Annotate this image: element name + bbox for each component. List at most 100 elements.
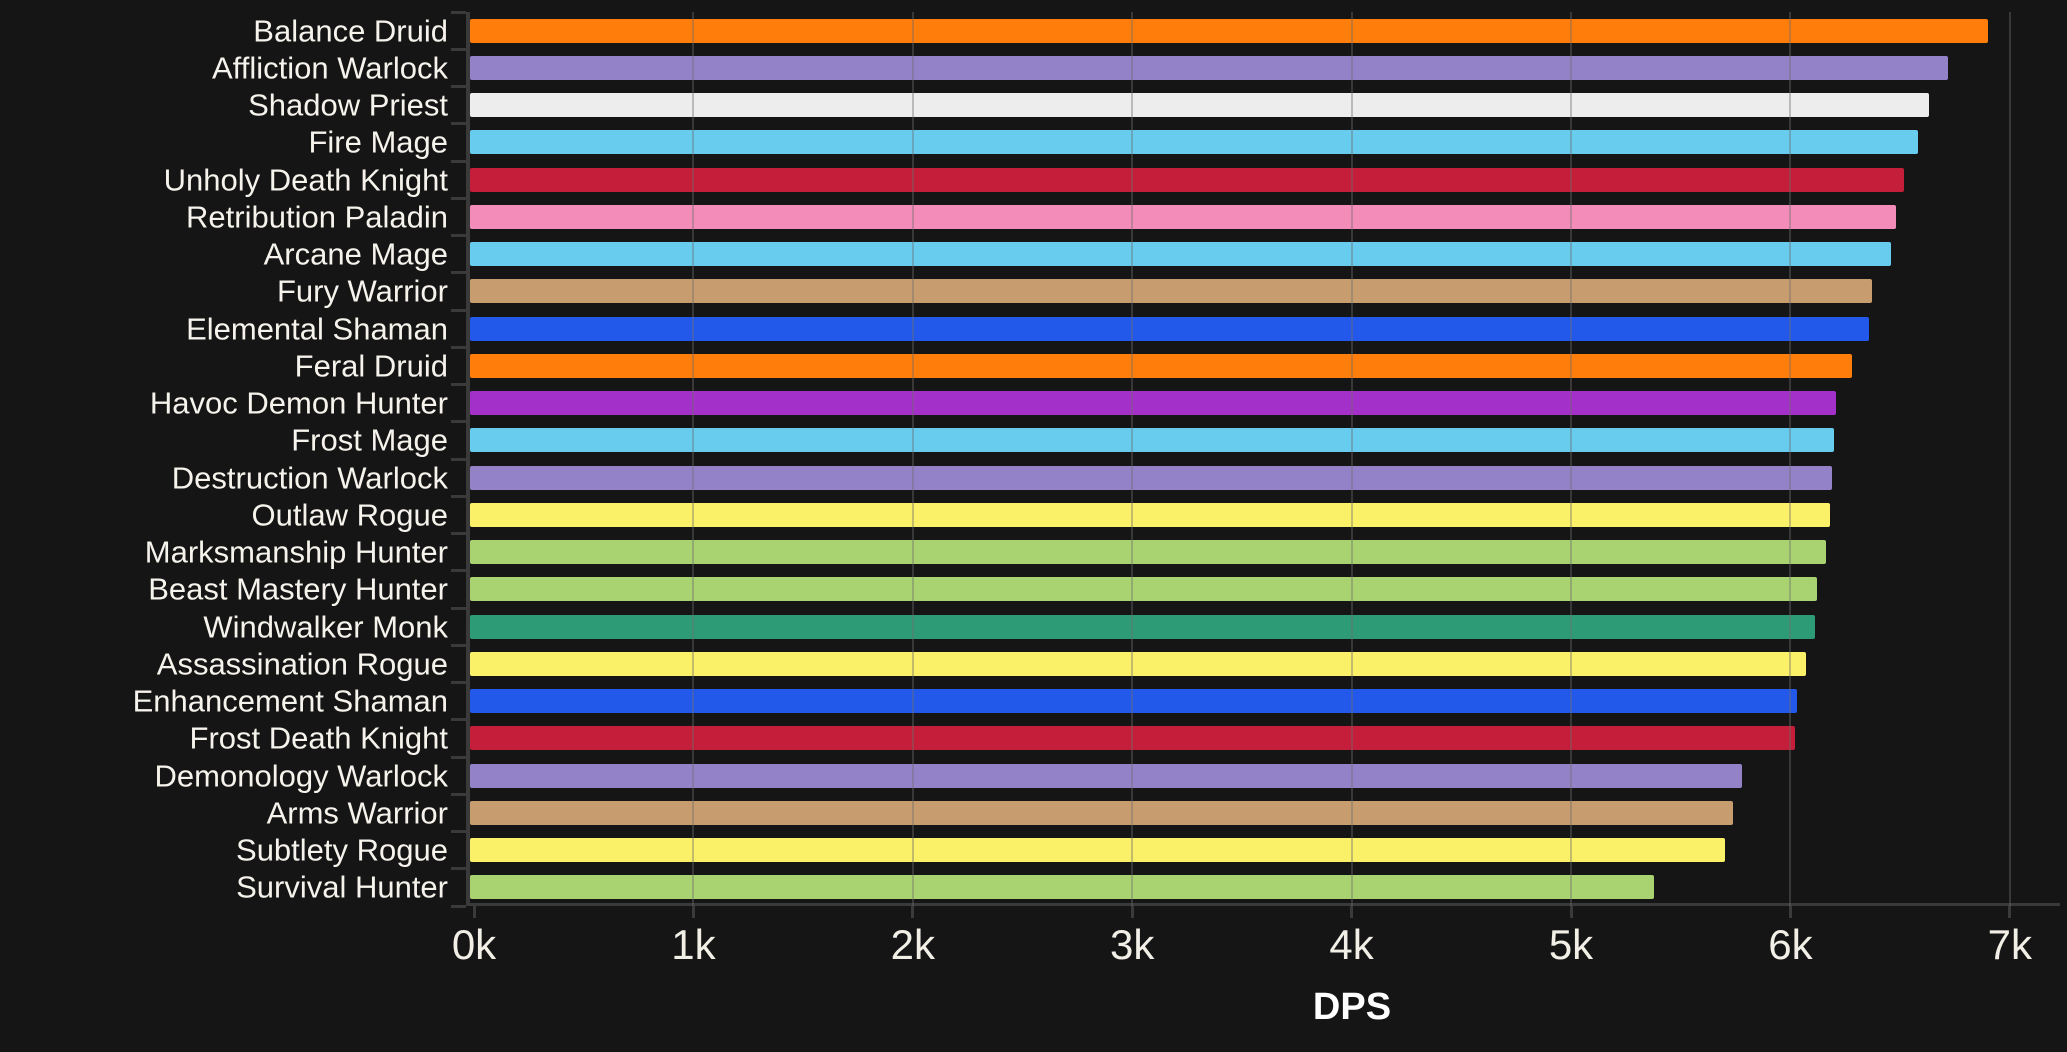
category-label-arcane-mage: Arcane Mage xyxy=(263,236,448,272)
category-label-affliction-warlock: Affliction Warlock xyxy=(211,50,448,86)
y-axis-tick xyxy=(451,420,466,424)
bar-windwalker-monk xyxy=(470,614,1815,639)
category-label-outlaw-rogue: Outlaw Rogue xyxy=(251,497,448,533)
bar-fire-mage xyxy=(470,130,1918,155)
bar-arms-warrior xyxy=(470,800,1734,825)
category-label-elemental-shaman: Elemental Shaman xyxy=(186,311,448,347)
bar-havoc-demon-hunter xyxy=(470,391,1837,416)
x-tick-label-4k: 4k xyxy=(1329,921,1374,968)
y-axis-tick xyxy=(451,122,466,126)
bar-demonology-warlock xyxy=(470,763,1743,788)
y-axis-tick xyxy=(451,271,466,275)
x-axis-tick xyxy=(1569,905,1573,918)
y-axis-tick xyxy=(451,10,466,14)
bar-frost-mage xyxy=(470,428,1835,453)
bar-affliction-warlock xyxy=(470,55,1949,80)
bar-outlaw-rogue xyxy=(470,502,1830,527)
x-tick-label-1k: 1k xyxy=(671,921,716,968)
y-axis-tick xyxy=(451,830,466,833)
x-tick-label-3k: 3k xyxy=(1110,921,1155,968)
x-tick-label-0k: 0k xyxy=(451,921,497,968)
y-axis-tick xyxy=(451,308,466,312)
y-axis-tick xyxy=(451,643,466,647)
y-axis-tick xyxy=(451,85,466,88)
x-axis-tick xyxy=(691,905,695,918)
category-label-retribution-paladin: Retribution Paladin xyxy=(186,199,448,235)
bar-survival-hunter xyxy=(470,875,1655,900)
category-label-marksmanship-hunter: Marksmanship Hunter xyxy=(144,534,448,570)
y-axis-tick xyxy=(451,159,466,163)
x-axis-tick xyxy=(2008,905,2012,918)
x-axis-tick xyxy=(1130,905,1134,918)
bar-assassination-rogue xyxy=(470,651,1806,676)
category-label-havoc-demon-hunter: Havoc Demon Hunter xyxy=(149,385,448,421)
bar-destruction-warlock xyxy=(470,465,1833,490)
y-axis-tick xyxy=(451,494,466,498)
x-axis-line xyxy=(466,903,2060,906)
bar-subtlety-rogue xyxy=(470,838,1725,863)
category-label-unholy-death-knight: Unholy Death Knight xyxy=(163,162,448,198)
bar-fury-warrior xyxy=(470,279,1872,304)
x-axis-tick xyxy=(1788,905,1792,918)
y-axis-tick xyxy=(451,867,466,871)
category-label-fury-warrior: Fury Warrior xyxy=(276,273,448,309)
category-label-fire-mage: Fire Mage xyxy=(308,124,448,160)
gridline-4k xyxy=(1350,12,1353,906)
y-axis-line xyxy=(466,12,470,906)
category-label-destruction-warlock: Destruction Warlock xyxy=(171,460,448,496)
category-label-frost-death-knight: Frost Death Knight xyxy=(189,720,448,756)
y-axis-tick xyxy=(451,681,466,684)
bar-elemental-shaman xyxy=(470,316,1870,341)
y-axis-tick xyxy=(451,569,466,573)
y-axis-tick xyxy=(451,606,466,610)
x-tick-label-2k: 2k xyxy=(890,921,935,968)
bar-feral-druid xyxy=(470,353,1852,378)
category-label-windwalker-monk: Windwalker Monk xyxy=(203,609,448,645)
gridline-3k xyxy=(1131,12,1134,906)
gridline-5k xyxy=(1570,12,1572,906)
bar-frost-death-knight xyxy=(470,726,1795,751)
bar-shadow-priest xyxy=(470,93,1929,118)
category-label-frost-mage: Frost Mage xyxy=(291,422,448,458)
y-axis-tick xyxy=(451,47,466,51)
bar-beast-mastery-hunter xyxy=(470,577,1817,602)
x-axis-tick xyxy=(1350,905,1354,918)
category-label-survival-hunter: Survival Hunter xyxy=(236,869,448,905)
y-axis-tick xyxy=(451,792,466,796)
bar-retribution-paladin xyxy=(470,204,1896,229)
y-axis-tick xyxy=(451,196,466,200)
category-label-assassination-rogue: Assassination Rogue xyxy=(156,646,448,682)
gridline-7k xyxy=(2008,12,2011,906)
y-axis-tick xyxy=(451,383,466,386)
category-label-feral-druid: Feral Druid xyxy=(294,348,448,384)
bar-balance-druid xyxy=(470,18,1988,43)
gridline-2k xyxy=(911,12,914,906)
category-label-balance-druid: Balance Druid xyxy=(253,13,448,49)
x-axis-title: DPS xyxy=(1312,986,1392,1028)
y-axis-tick xyxy=(451,904,466,908)
gridline-1k xyxy=(692,12,695,906)
x-axis-tick xyxy=(911,905,915,918)
category-label-arms-warrior: Arms Warrior xyxy=(266,795,448,831)
category-label-demonology-warlock: Demonology Warlock xyxy=(154,758,448,794)
y-axis-tick xyxy=(451,755,466,759)
y-axis-tick xyxy=(451,718,466,722)
x-tick-label-5k: 5k xyxy=(1548,921,1594,968)
y-axis-tick xyxy=(451,457,466,461)
bar-unholy-death-knight xyxy=(470,167,1905,192)
bar-arcane-mage xyxy=(470,242,1892,267)
y-axis-tick xyxy=(451,532,466,535)
x-tick-label-6k: 6k xyxy=(1768,921,1813,968)
bar-marksmanship-hunter xyxy=(470,540,1826,565)
bar-enhancement-shaman xyxy=(470,689,1797,714)
category-label-beast-mastery-hunter: Beast Mastery Hunter xyxy=(148,571,448,607)
x-axis-tick xyxy=(472,905,476,918)
y-axis-tick xyxy=(451,345,466,349)
category-label-enhancement-shaman: Enhancement Shaman xyxy=(132,683,448,719)
x-tick-label-7k: 7k xyxy=(1987,921,2032,968)
category-label-subtlety-rogue: Subtlety Rogue xyxy=(236,832,448,868)
gridline-6k xyxy=(1789,12,1792,906)
y-axis-tick xyxy=(451,234,466,237)
category-label-shadow-priest: Shadow Priest xyxy=(248,87,448,123)
